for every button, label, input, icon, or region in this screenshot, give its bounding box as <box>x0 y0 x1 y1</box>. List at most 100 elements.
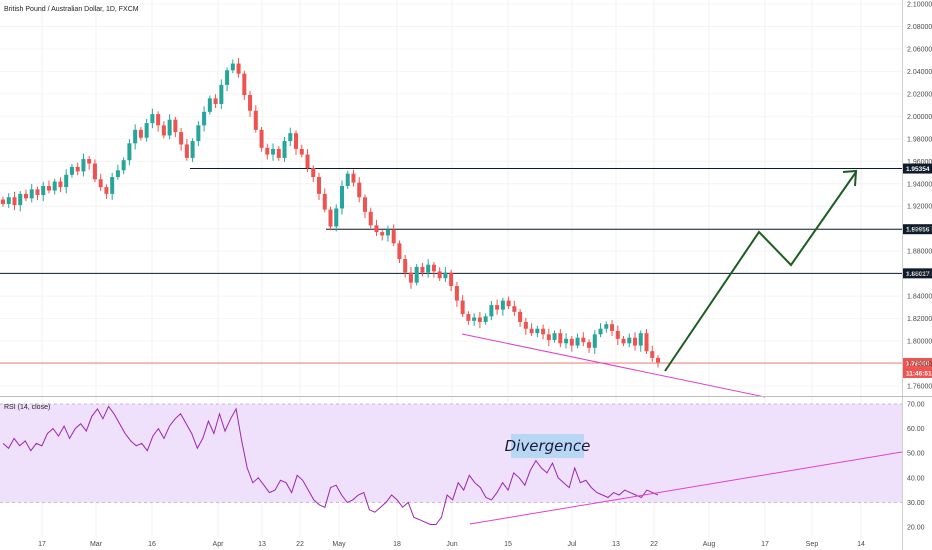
rsi-tick-label: 30.00 <box>907 500 925 507</box>
countdown-label: 11:46:51 <box>906 370 932 377</box>
candle-body <box>225 70 230 85</box>
candle-body <box>104 187 109 194</box>
candle-body <box>98 179 103 188</box>
candle-body <box>403 259 408 273</box>
candle-body <box>466 314 471 321</box>
candle-body <box>316 177 322 194</box>
candle-body <box>167 119 172 136</box>
candle-body <box>506 300 511 307</box>
rsi-line <box>2 405 659 525</box>
candle-body <box>35 189 40 195</box>
candle-body <box>345 173 350 187</box>
x-tick-label: 13 <box>258 541 266 548</box>
candle-body <box>12 197 17 206</box>
x-tick-label: 14 <box>857 541 865 548</box>
x-tick-label: Jun <box>446 541 457 548</box>
candle-body <box>374 225 379 233</box>
candle-body <box>46 186 51 191</box>
candle-body <box>276 148 281 158</box>
candle-body <box>644 333 649 352</box>
level-tag <box>903 268 932 279</box>
candle-body <box>523 321 528 329</box>
level-tag <box>903 224 932 235</box>
candle-body <box>127 143 132 161</box>
candle-body <box>500 300 505 310</box>
price-tick-label: 1.76000 <box>907 384 932 391</box>
x-tick-label: 16 <box>148 541 156 548</box>
x-tick-label: May <box>332 541 346 548</box>
candle-body <box>230 63 235 71</box>
countdown-tag <box>903 367 932 378</box>
candle-body <box>368 211 373 226</box>
candle-body <box>633 337 638 346</box>
candle-body <box>437 271 442 279</box>
candle-body <box>564 338 569 344</box>
candle-body <box>351 173 356 183</box>
x-tick-label: Apr <box>213 541 225 548</box>
rsi-label: RSI (14, close) <box>4 404 50 411</box>
candle-body <box>173 119 178 133</box>
candle-body <box>133 129 138 144</box>
candle-body <box>92 163 97 180</box>
price-tick-label: 1.98000 <box>907 136 932 143</box>
candle-body <box>529 328 534 334</box>
candle-body <box>23 193 28 199</box>
candle-body <box>207 98 212 112</box>
x-tick-label: 13 <box>612 541 620 548</box>
candle-body <box>627 337 632 344</box>
candle-body <box>69 166 74 175</box>
candle-body <box>52 181 57 191</box>
candle-body <box>552 333 557 340</box>
candle-body <box>64 174 69 188</box>
candle-body <box>380 232 385 236</box>
candle-body <box>156 114 161 126</box>
x-tick-label: 17 <box>38 541 46 548</box>
candle-body <box>58 181 63 188</box>
candle-body <box>242 73 247 96</box>
candle-body <box>587 342 592 348</box>
candle-body <box>483 316 488 322</box>
candle-body <box>219 84 224 104</box>
candle-body <box>121 160 126 171</box>
candle-body <box>420 266 425 273</box>
candle-body <box>495 305 500 310</box>
projection-arrowhead <box>842 169 858 187</box>
price-trendline <box>461 333 766 398</box>
candle-body <box>288 133 293 142</box>
candle-body <box>305 154 310 169</box>
candle-body <box>460 300 465 315</box>
candle-body <box>87 159 92 164</box>
x-tick-label: 22 <box>296 541 304 548</box>
candle-body <box>512 306 517 312</box>
rsi-tick-label: 60.00 <box>907 426 925 433</box>
level-tag <box>903 357 932 368</box>
candle-body <box>443 272 448 279</box>
candle-body <box>184 144 189 158</box>
candle-body <box>426 264 431 273</box>
price-tick-label: 1.84000 <box>907 294 932 301</box>
candle-body <box>29 189 34 199</box>
rsi-tick-label: 40.00 <box>907 475 925 482</box>
price-tick-label: 1.82000 <box>907 316 932 323</box>
candle-body <box>575 337 580 346</box>
candle-body <box>75 166 80 172</box>
candle-body <box>518 311 523 322</box>
candle-body <box>431 264 436 272</box>
candle-body <box>391 229 396 244</box>
price-tick-label: 1.78000 <box>907 361 932 368</box>
candle-body <box>271 148 276 155</box>
level-tag-label: 1.95354 <box>906 166 930 173</box>
x-tick-label: Jul <box>568 541 577 548</box>
candle-body <box>6 197 11 204</box>
divergence-box <box>511 434 584 458</box>
price-tick-label: 1.86000 <box>907 271 932 278</box>
candle-body <box>265 147 270 155</box>
candle-body <box>489 305 494 317</box>
candle-body <box>546 334 551 340</box>
projection-path <box>664 171 857 372</box>
x-tick-label: 15 <box>504 541 512 548</box>
candle-body <box>311 168 316 178</box>
rsi-trendline <box>469 451 903 525</box>
